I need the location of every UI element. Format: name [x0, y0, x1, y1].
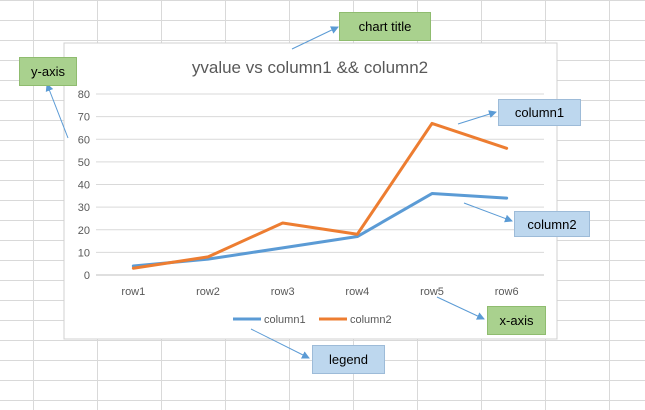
- arrow-column2: [463, 202, 513, 223]
- y-axis-ticks: 0 10 20 30 40 50 60 70 80: [78, 89, 90, 282]
- legend-label-column2: column2: [350, 314, 392, 326]
- x-axis-ticks: row1 row2 row3 row4 row5 row6: [121, 286, 518, 298]
- legend-label-column1: column1: [264, 314, 306, 326]
- arrow-x-axis: [436, 296, 485, 320]
- x-tick-label: row4: [345, 286, 369, 298]
- x-tick-label: row2: [196, 286, 220, 298]
- y-tick-label: 10: [78, 247, 90, 259]
- x-tick-label: row3: [271, 286, 295, 298]
- annotation-y-axis: y-axis: [19, 57, 77, 86]
- y-tick-label: 30: [78, 202, 90, 214]
- y-tick-label: 70: [78, 112, 90, 124]
- annotation-arrows: [45, 26, 513, 359]
- arrow-chart-title: [291, 26, 339, 50]
- y-tick-label: 40: [78, 180, 90, 192]
- annotation-column2: column2: [514, 211, 590, 237]
- chart-title: yvalue vs column1 && column2: [192, 58, 428, 77]
- annotation-chart-title: chart title: [339, 12, 431, 41]
- y-tick-label: 80: [78, 89, 90, 101]
- arrow-column1: [457, 110, 497, 125]
- y-tick-label: 50: [78, 157, 90, 169]
- x-tick-label: row1: [121, 286, 145, 298]
- y-tick-label: 0: [84, 270, 90, 282]
- arrow-legend: [250, 328, 310, 359]
- x-tick-label: row6: [495, 286, 519, 298]
- legend[interactable]: column1 column2: [233, 314, 392, 326]
- y-tick-label: 60: [78, 134, 90, 146]
- x-tick-label: row5: [420, 286, 444, 298]
- y-tick-label: 20: [78, 225, 90, 237]
- annotation-x-axis: x-axis: [487, 306, 546, 335]
- series-line-column2[interactable]: [131, 121, 509, 270]
- arrow-y-axis: [45, 83, 69, 139]
- chart-area[interactable]: [63, 42, 558, 340]
- series-lines: [131, 121, 509, 270]
- annotation-column1: column1: [498, 99, 581, 126]
- annotation-legend: legend: [312, 345, 385, 374]
